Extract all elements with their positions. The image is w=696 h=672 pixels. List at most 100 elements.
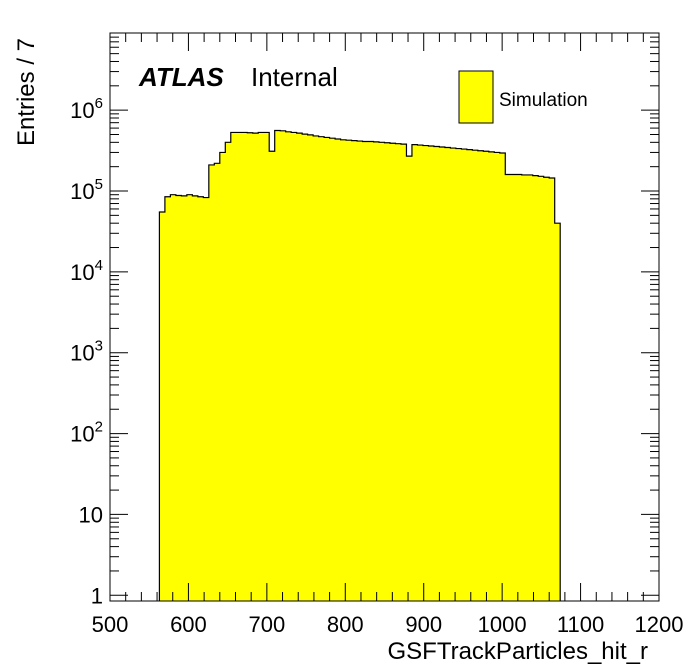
histogram-bin	[505, 174, 512, 601]
histogram-outline	[158, 129, 561, 601]
histogram-bin	[455, 148, 462, 601]
histogram-bin	[472, 150, 479, 601]
histogram-bin	[543, 177, 550, 601]
histogram-bin	[461, 149, 468, 601]
axes	[109, 32, 660, 602]
histogram-bin	[258, 132, 265, 602]
histogram-bin	[488, 151, 495, 601]
histogram-bin	[291, 132, 298, 602]
histogram-bin	[247, 132, 254, 601]
histogram-bin	[324, 137, 330, 601]
y-axis-ticks: 1 10 102 103 104 105 106	[70, 32, 659, 608]
legend-swatch-simulation	[458, 70, 494, 124]
y-axis-label: Entries / 7	[13, 38, 40, 146]
histogram-bin	[269, 151, 276, 601]
histogram-bin	[335, 138, 341, 601]
histogram-bin	[236, 132, 243, 602]
y-tick-label: 104	[70, 257, 103, 285]
histogram-bin	[428, 146, 435, 601]
histogram-bin	[527, 174, 534, 601]
histogram-bin	[395, 143, 402, 602]
histogram-bin	[433, 146, 440, 602]
x-tick-label: 1000	[478, 612, 527, 637]
histogram-bin	[307, 134, 314, 601]
histogram-bin	[214, 163, 221, 601]
histogram-bin	[554, 223, 561, 601]
histogram-bin	[400, 144, 407, 601]
histogram-bin	[340, 139, 347, 601]
x-axis-ticks: 500 600 700 800 900 1000 1100 1200	[92, 33, 684, 637]
histogram-bin	[230, 132, 237, 602]
histogram-bin	[450, 148, 457, 601]
histogram-bin	[252, 133, 259, 602]
histogram-bin	[466, 149, 473, 601]
histogram-bin	[280, 130, 287, 601]
histogram-bin	[208, 164, 215, 601]
x-tick-label: 800	[327, 612, 364, 637]
x-tick-label: 700	[248, 612, 285, 637]
histogram-bin	[225, 142, 232, 602]
histogram-bin	[389, 143, 396, 601]
histogram-bin	[170, 194, 177, 601]
histogram-bin	[219, 152, 226, 601]
y-tick-label: 106	[70, 95, 103, 123]
histogram-bin	[368, 141, 374, 601]
histogram-bin	[444, 147, 451, 602]
plot-frame	[109, 32, 660, 602]
y-tick-label: 103	[70, 338, 103, 366]
histogram-bin	[499, 153, 506, 602]
atlas-label-bold: ATLAS	[138, 62, 224, 92]
histogram-bars	[158, 129, 561, 602]
histogram-bin	[516, 174, 523, 601]
histogram-bin	[494, 152, 501, 601]
atlas-label: ATLAS Internal	[138, 62, 338, 92]
histogram-bin	[538, 176, 545, 601]
histogram-bin	[159, 212, 166, 601]
histogram-bin	[357, 141, 363, 602]
legend-label-simulation: Simulation	[499, 90, 588, 111]
y-tick-label: 1	[91, 583, 103, 608]
histogram-bin	[296, 133, 303, 602]
histogram-bin	[175, 195, 182, 601]
histogram-bin	[318, 136, 325, 601]
histogram-bin	[263, 132, 270, 602]
histogram-bin	[521, 174, 528, 601]
histogram-bin	[417, 145, 424, 601]
histogram-bin	[346, 140, 352, 602]
histogram-bin	[411, 144, 418, 602]
histogram-bin	[483, 151, 490, 601]
histogram-bin	[274, 130, 281, 601]
legend: Simulation	[458, 70, 588, 124]
histogram-bin	[532, 175, 539, 601]
histogram-bin	[373, 141, 380, 602]
histogram-bin	[406, 156, 413, 601]
histogram-bin	[302, 134, 309, 601]
x-axis-label: GSFTrackParticles_hit_r	[387, 638, 648, 665]
histogram-bin	[241, 132, 248, 602]
histogram-bin	[186, 194, 193, 601]
x-tick-label: 1200	[635, 612, 684, 637]
x-tick-label: 500	[92, 612, 129, 637]
histogram-bin	[477, 150, 484, 601]
histogram-bin	[379, 142, 385, 602]
histogram-bin	[164, 196, 171, 601]
histogram-bin	[362, 141, 369, 601]
histogram-bin	[384, 142, 391, 602]
y-tick-label: 10	[79, 502, 103, 527]
x-tick-label: 600	[170, 612, 207, 637]
histogram-bin	[510, 174, 517, 601]
x-tick-label: 900	[405, 612, 442, 637]
y-tick-label: 105	[70, 176, 103, 204]
histogram-bin	[439, 147, 446, 601]
histogram-bin	[197, 196, 204, 601]
histogram-bin	[192, 195, 199, 601]
y-tick-label: 102	[70, 419, 103, 447]
histogram-bin	[351, 140, 358, 601]
histogram-bin	[203, 197, 210, 601]
histogram-bin	[313, 135, 320, 602]
histogram-bin	[549, 177, 556, 601]
histogram-bin	[181, 195, 188, 601]
histogram-bin	[422, 145, 429, 601]
atlas-label-status: Internal	[251, 62, 338, 92]
